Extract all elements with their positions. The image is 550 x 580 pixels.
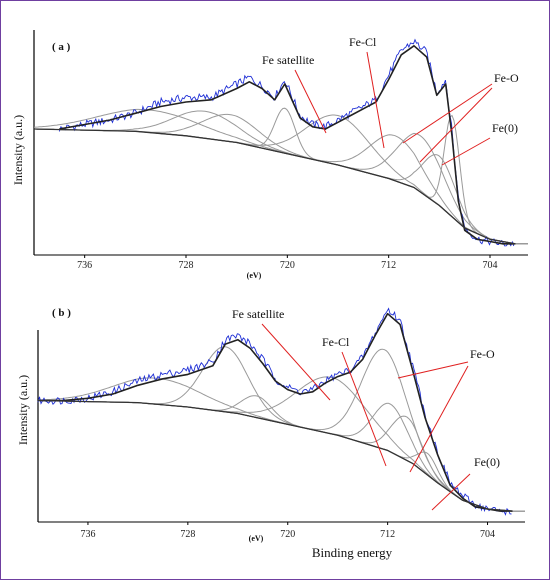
annotation-fe-o-b: Fe-O bbox=[470, 347, 495, 361]
y-axis-label-a: Intensity (a.u.) bbox=[11, 115, 25, 185]
annotation-fe-cl-b: Fe-Cl bbox=[322, 335, 350, 349]
annotation-fe-o-a: Fe-O bbox=[494, 71, 519, 85]
x-unit-a: (eV) bbox=[247, 271, 262, 280]
leader-fe-o-b-1 bbox=[397, 361, 469, 379]
x-ticks-a: 736 728 720 712 704 bbox=[77, 255, 498, 271]
fit-components-a bbox=[33, 107, 528, 245]
leader-fe-cl-b bbox=[341, 351, 387, 467]
leader-fe0-a bbox=[441, 137, 491, 166]
x-ticks-b: 736 728 720 712 704 bbox=[80, 522, 495, 540]
fit-component-3 bbox=[34, 113, 528, 245]
x-axis-label-b: Binding energy bbox=[312, 545, 393, 560]
x-tick-label: 728 bbox=[180, 529, 195, 540]
leader-fe-o-a-2 bbox=[419, 87, 493, 163]
leader-fe-satellite-b bbox=[261, 323, 331, 401]
fit-envelope-line bbox=[59, 45, 516, 245]
y-axis-label-b: Intensity (a.u.) bbox=[16, 375, 30, 445]
fit-component-1 bbox=[33, 108, 528, 245]
series-a bbox=[33, 38, 516, 247]
leader-fe-o-b-2 bbox=[409, 365, 469, 473]
x-tick-label: 712 bbox=[380, 529, 395, 540]
annotation-fe0-a: Fe(0) bbox=[492, 121, 518, 135]
x-tick-label: 720 bbox=[280, 260, 295, 271]
x-tick-label: 736 bbox=[77, 260, 92, 271]
background-baseline-line bbox=[33, 128, 516, 245]
fit-component-8 bbox=[34, 128, 528, 245]
fit-component-4 bbox=[34, 107, 528, 245]
x-tick-label: 712 bbox=[381, 260, 396, 271]
fit-component-9 bbox=[34, 114, 528, 245]
annotation-fe-satellite-a: Fe satellite bbox=[262, 53, 314, 67]
x-tick-label: 728 bbox=[179, 260, 194, 271]
annotation-fe-cl-a: Fe-Cl bbox=[349, 35, 377, 49]
leader-fe0-b bbox=[431, 473, 471, 511]
x-tick-label: 736 bbox=[80, 529, 95, 540]
leader-fe-satellite-a bbox=[294, 69, 327, 134]
panel-label-a: ( a ) bbox=[52, 41, 71, 53]
panel-b: ( b ) Intensity (a.u.) (eV) Binding ener… bbox=[16, 307, 525, 560]
fit-component-5 bbox=[34, 114, 528, 245]
x-tick-label: 704 bbox=[480, 529, 495, 540]
x-tick-label: 720 bbox=[280, 529, 295, 540]
annotation-fe0-b: Fe(0) bbox=[474, 455, 500, 469]
annotation-fe-satellite-b: Fe satellite bbox=[232, 307, 284, 321]
panel-a: ( a ) Intensity (a.u.) (eV) 736 728 720 712… bbox=[11, 30, 528, 280]
fit-component-3 bbox=[38, 395, 525, 512]
panel-label-b: ( b ) bbox=[52, 307, 71, 319]
leader-fe-o-a-1 bbox=[402, 83, 493, 144]
x-unit-b: (eV) bbox=[249, 534, 264, 543]
background-baseline-line bbox=[37, 399, 513, 512]
x-tick-label: 704 bbox=[483, 260, 498, 271]
leader-fe-cl-a bbox=[366, 51, 385, 149]
